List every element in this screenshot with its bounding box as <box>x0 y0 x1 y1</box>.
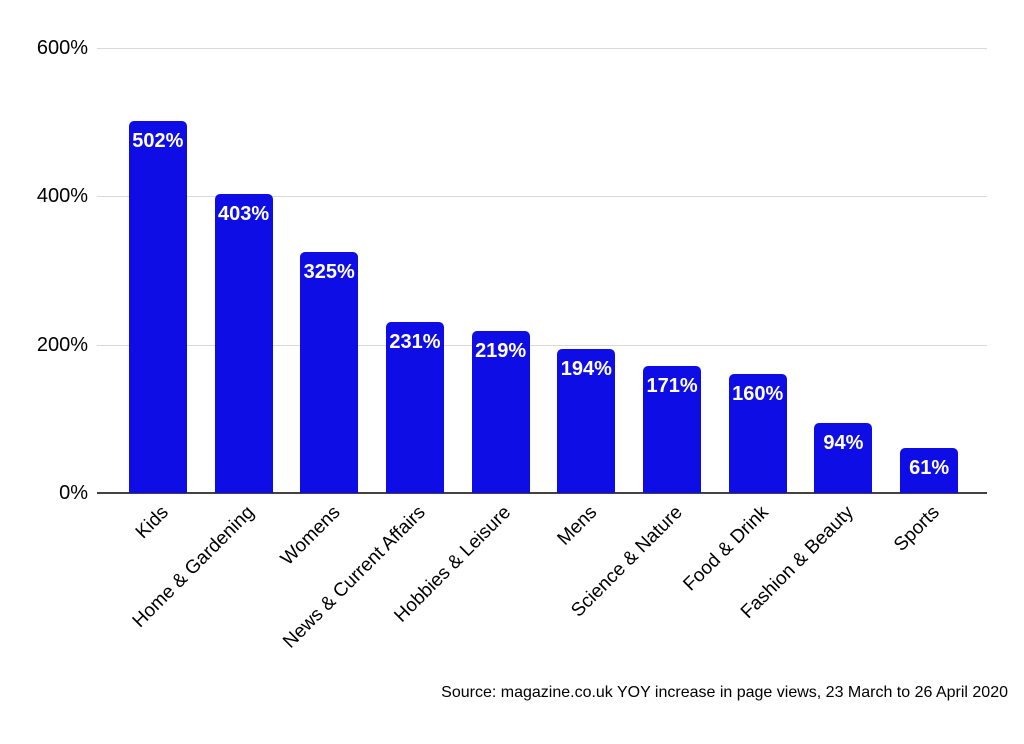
bar-value-label: 94% <box>823 432 864 455</box>
bar-hobbies-leisure: 219% <box>471 330 530 493</box>
bar-home-gardening: 403% <box>214 194 273 493</box>
bar-womens: 325% <box>300 251 359 493</box>
x-axis-category-label: Sports <box>890 502 944 556</box>
bar-value-label: 231% <box>389 330 441 353</box>
y-axis-tick-label: 600% <box>36 37 88 59</box>
x-axis-category-label: News & Current Affairs <box>279 502 430 653</box>
x-axis-category-label: Mens <box>553 502 602 550</box>
bar-value-label: 160% <box>732 383 784 406</box>
x-axis-category-label: Womens <box>276 502 345 570</box>
bar-value-label: 194% <box>560 358 612 381</box>
bar-food-drink: 160% <box>728 374 787 493</box>
y-axis: 600% 400% 200% 0% <box>0 38 88 503</box>
y-axis-tick-label: 200% <box>36 333 88 356</box>
x-axis-line <box>97 492 987 494</box>
bar-value-label: 502% <box>132 129 184 152</box>
bar-value-label: 219% <box>475 339 527 362</box>
gridline <box>97 48 987 49</box>
x-axis-category-label: Kids <box>131 502 173 543</box>
gridline <box>97 344 987 346</box>
bar-fashion-beauty: 94% <box>814 423 873 493</box>
source-note: Source: magazine.co.uk YOY increase in p… <box>441 684 1008 701</box>
y-axis-tick-label: 0% <box>59 482 88 504</box>
bar-news-current-affairs: 231% <box>385 321 444 493</box>
gridline <box>97 196 987 198</box>
bar-science-nature: 171% <box>643 366 702 493</box>
bar-mens: 194% <box>557 349 616 493</box>
bar-value-label: 61% <box>909 456 950 479</box>
bar-sports: 61% <box>900 447 959 493</box>
bar-value-label: 171% <box>646 375 698 398</box>
x-axis-category-label: Food & Drink <box>679 502 773 596</box>
plot-area: 502% Kids 403% Home & Gardening 325% Womens 23… <box>97 48 987 652</box>
bar-kids: 502% <box>128 120 187 493</box>
y-axis-tick-label: 400% <box>36 185 88 208</box>
bar-value-label: 325% <box>303 260 355 283</box>
bar-value-label: 403% <box>217 203 270 226</box>
